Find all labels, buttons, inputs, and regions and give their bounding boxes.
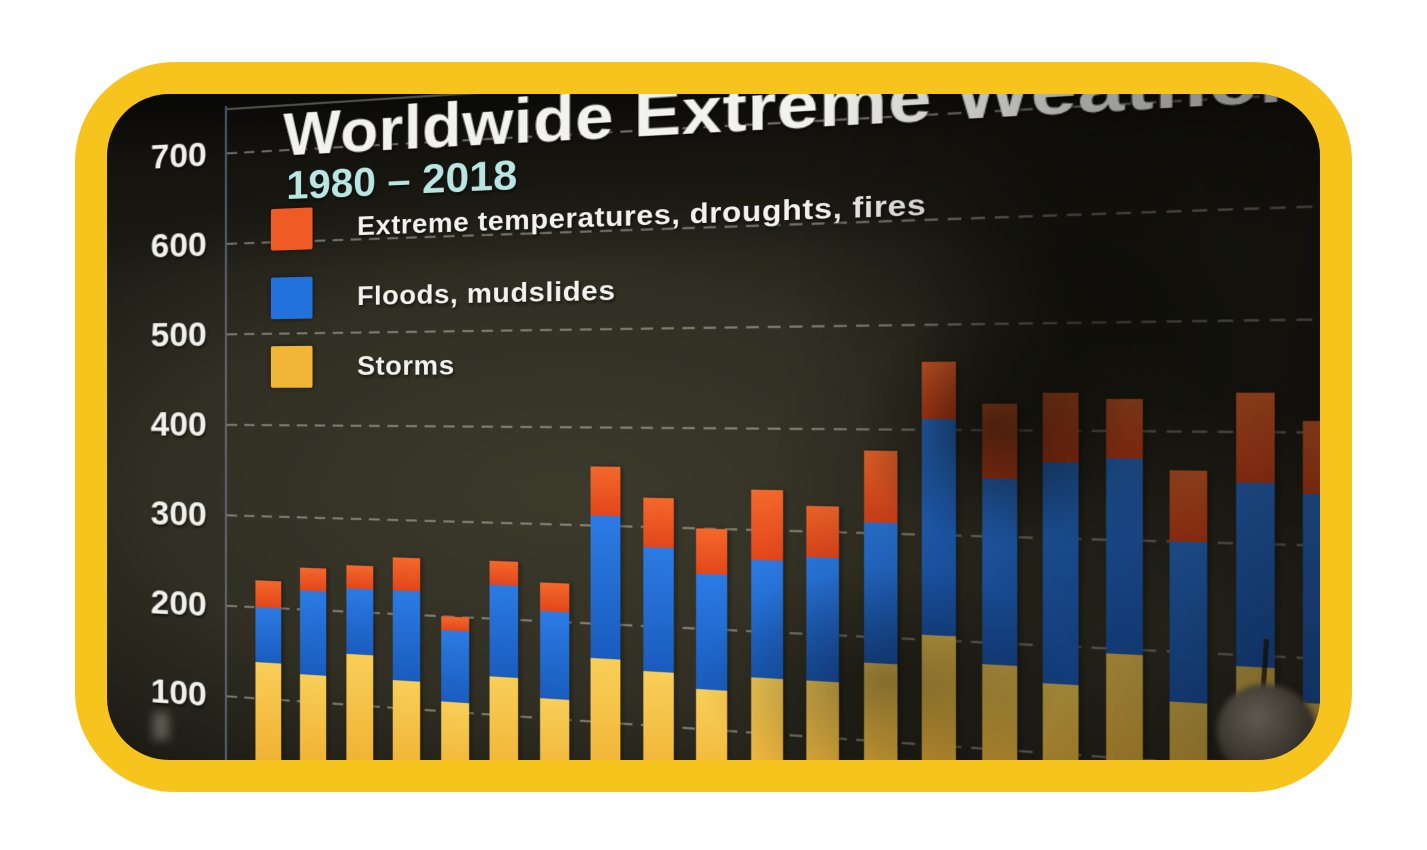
bar-segment-1999-extreme-temperatures [1302, 421, 1320, 496]
bar-segment-1990-floods [750, 560, 783, 679]
bar-1990 [750, 489, 783, 760]
bar-segment-1996-storms [1105, 653, 1143, 760]
y-tick-label-400: 400 [150, 405, 207, 445]
bar-1989 [696, 528, 728, 760]
bar-segment-1989-floods [696, 573, 728, 691]
bar-segment-1997-floods [1169, 541, 1208, 704]
bar-segment-1981-floods [299, 590, 327, 676]
bar-segment-1999-floods [1302, 494, 1320, 706]
y-tick-label-100: 100 [150, 671, 207, 715]
bar-segment-1989-extreme-temperatures [696, 528, 728, 575]
bar-segment-1996-floods [1105, 458, 1143, 656]
bar-1987 [590, 466, 621, 760]
bar-segment-1983-extreme-temperatures [392, 557, 421, 592]
bar-segment-1995-storms [1042, 682, 1079, 760]
bar-segment-1995-floods [1042, 462, 1079, 685]
bar-1995 [1042, 393, 1079, 760]
bar-segment-1982-storms [345, 653, 373, 760]
bar-segment-1984-floods [440, 630, 469, 704]
bar-segment-1993-floods [921, 419, 956, 636]
legend-swatch-floods [270, 276, 313, 320]
bar-segment-1980-floods [254, 607, 281, 664]
y-axis-title: Number of Events [107, 392, 113, 656]
person-head-silhouette [1217, 684, 1317, 760]
legend: Extreme temperatures, droughts, fires Fl… [270, 182, 927, 418]
bar-segment-1991-storms [806, 679, 839, 760]
y-tick-label-200: 200 [150, 582, 207, 625]
bar-segment-1988-floods [642, 546, 674, 673]
bar-segment-1983-floods [392, 590, 421, 682]
y-tick-label-600: 600 [150, 225, 207, 266]
legend-swatch-storms [270, 345, 313, 388]
bar-segment-1988-extreme-temperatures [642, 497, 674, 548]
bar-segment-1985-floods [489, 584, 519, 678]
bar-1997 [1169, 469, 1208, 760]
bar-segment-1981-extreme-temperatures [299, 567, 327, 593]
bar-segment-1981-storms [299, 673, 327, 760]
bar-segment-1990-extreme-temperatures [750, 489, 783, 562]
bar-1980 [254, 579, 281, 760]
bar-segment-1988-storms [642, 670, 674, 760]
bar-segment-1998-extreme-temperatures [1235, 392, 1274, 483]
bar-1996 [1105, 398, 1143, 760]
bar-segment-1991-floods [806, 557, 839, 682]
bar-segment-1993-storms [921, 634, 956, 760]
bar-segment-1984-storms [440, 701, 469, 760]
bar-segment-1984-extreme-temperatures [440, 616, 469, 632]
bar-segment-1982-floods [345, 588, 373, 655]
photo-frame: 7006005004003002001001990199520002005201… [75, 62, 1352, 792]
bar-segment-1985-storms [489, 676, 519, 760]
bar-segment-1992-floods [863, 522, 897, 665]
y-tick-label-700: 700 [150, 135, 207, 177]
bar-segment-1985-extreme-temperatures [489, 560, 519, 587]
bar-segment-1989-storms [696, 688, 728, 760]
legend-label-storms: Storms [357, 350, 455, 381]
legend-label-floods: Floods, mudslides [357, 274, 616, 311]
legend-item-storms: Storms [270, 339, 927, 388]
bar-segment-1982-extreme-temperatures [345, 565, 373, 590]
y-axis-line [224, 106, 227, 760]
bar-segment-1992-extreme-temperatures [863, 450, 897, 524]
legend-item-floods: Floods, mudslides [270, 260, 927, 320]
legend-swatch-extreme [270, 207, 313, 251]
bar-segment-1986-extreme-temperatures [539, 582, 569, 613]
bar-segment-1980-storms [254, 661, 281, 760]
gridline-400 [226, 423, 1320, 446]
bar-segment-1997-storms [1169, 700, 1208, 760]
bar-segment-1996-extreme-temperatures [1105, 398, 1143, 459]
bar-1993 [921, 361, 956, 760]
bar-segment-1983-storms [392, 679, 421, 760]
bar-segment-1991-extreme-temperatures [806, 505, 839, 559]
bar-segment-1990-storms [750, 676, 783, 760]
bar-1984 [440, 616, 469, 760]
bar-1983 [392, 557, 421, 760]
bar-segment-1997-extreme-temperatures [1169, 469, 1208, 543]
bar-1985 [489, 560, 519, 760]
bar-1982 [345, 565, 373, 760]
bar-1986 [539, 582, 569, 760]
bar-1994 [981, 403, 1017, 760]
y-tick-label-300: 300 [150, 494, 207, 535]
bar-segment-1993-extreme-temperatures [921, 361, 956, 420]
bar-1992 [863, 450, 897, 760]
bar-segment-1994-storms [981, 663, 1017, 760]
bar-segment-1986-floods [539, 611, 569, 701]
bar-1981 [299, 567, 327, 760]
bar-segment-1980-extreme-temperatures [254, 579, 281, 609]
y-tick-label-500: 500 [150, 315, 207, 355]
bar-1991 [806, 505, 839, 760]
bar-segment-1986-storms [539, 698, 569, 760]
bar-segment-1995-extreme-temperatures [1042, 393, 1079, 464]
chart-screen: 7006005004003002001001990199520002005201… [107, 94, 1320, 760]
photo-of-screen: 7006005004003002001001990199520002005201… [107, 94, 1320, 760]
bar-segment-1994-extreme-temperatures [981, 403, 1017, 479]
bar-segment-1992-storms [863, 662, 897, 760]
bar-1988 [642, 497, 674, 760]
lens-smudge [153, 712, 169, 740]
bar-segment-1987-extreme-temperatures [590, 466, 621, 517]
bar-segment-1987-storms [590, 657, 621, 760]
bar-segment-1987-floods [590, 515, 621, 660]
bar-segment-1994-floods [981, 477, 1017, 666]
